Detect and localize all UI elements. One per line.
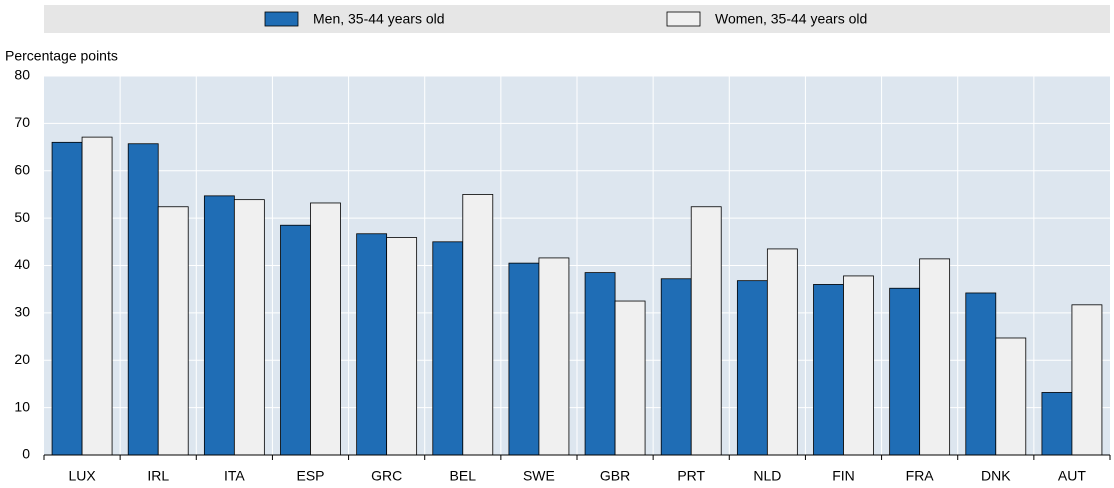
y-tick-label: 0 xyxy=(22,446,30,462)
y-tick-label: 70 xyxy=(14,114,30,130)
legend-background xyxy=(44,5,1110,33)
x-tick-label: FIN xyxy=(832,468,855,484)
bar xyxy=(660,278,692,456)
bar xyxy=(356,233,388,456)
bar xyxy=(51,141,83,456)
x-tick-label: BEL xyxy=(450,468,477,484)
bar xyxy=(1071,304,1103,456)
x-tick-label: AUT xyxy=(1058,468,1086,484)
legend-label: Women, 35-44 years old xyxy=(715,11,867,27)
y-tick-label: 20 xyxy=(14,351,30,367)
bar xyxy=(889,287,921,456)
legend-label: Men, 35-44 years old xyxy=(313,11,445,27)
y-tick-label: 50 xyxy=(14,209,30,225)
bar xyxy=(462,194,494,456)
y-tick-label: 60 xyxy=(14,161,30,177)
x-tick-label: DNK xyxy=(981,468,1011,484)
bar xyxy=(736,280,768,456)
bar xyxy=(965,292,997,456)
y-tick-label: 40 xyxy=(14,256,30,272)
bar xyxy=(584,272,616,456)
bar xyxy=(157,206,189,456)
bar xyxy=(843,275,874,456)
bar xyxy=(919,258,951,456)
x-tick-label: PRT xyxy=(677,468,705,484)
y-axis-label: Percentage points xyxy=(5,48,118,64)
y-tick-label: 10 xyxy=(14,398,30,414)
bar xyxy=(432,241,464,456)
bar xyxy=(766,248,798,456)
y-tick-label: 80 xyxy=(14,67,30,83)
bar xyxy=(203,195,235,456)
bar xyxy=(690,206,722,456)
bar xyxy=(310,202,341,456)
bar xyxy=(995,337,1027,456)
bar xyxy=(280,224,311,456)
legend-swatch xyxy=(666,11,701,27)
x-tick-label: ITA xyxy=(224,468,245,484)
x-tick-label: SWE xyxy=(523,468,555,484)
x-tick-label: GBR xyxy=(600,468,630,484)
y-tick-label: 30 xyxy=(14,304,30,320)
x-tick-label: NLD xyxy=(753,468,781,484)
bar xyxy=(81,136,113,456)
x-tick-label: FRA xyxy=(906,468,935,484)
x-tick-label: GRC xyxy=(371,468,402,484)
bar xyxy=(813,284,844,456)
bar xyxy=(538,257,570,456)
bar xyxy=(386,237,418,456)
bar xyxy=(1041,392,1073,456)
bar xyxy=(614,300,646,456)
bar xyxy=(233,199,265,456)
legend-swatch xyxy=(264,11,299,27)
bar xyxy=(127,143,159,456)
x-tick-label: IRL xyxy=(147,468,169,484)
x-tick-label: LUX xyxy=(68,468,96,484)
bar xyxy=(508,262,540,456)
x-tick-label: ESP xyxy=(296,468,324,484)
